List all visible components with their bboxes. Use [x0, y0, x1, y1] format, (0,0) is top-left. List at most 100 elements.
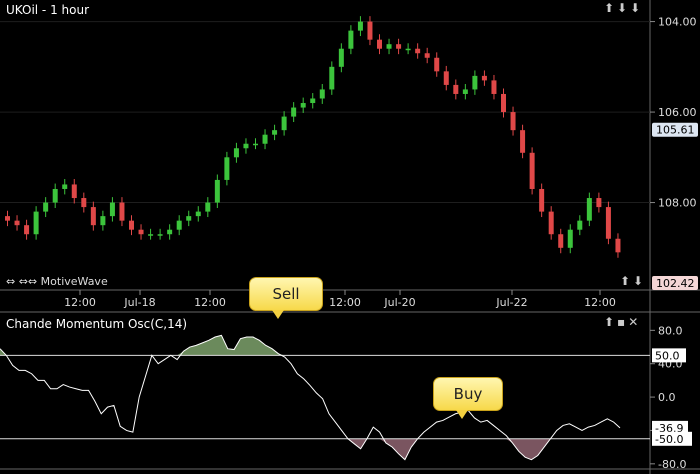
candle-body [81, 198, 87, 208]
candle-body [586, 198, 592, 221]
indicator-title: Chande Momentum Osc(C,14) [6, 317, 188, 331]
candle-body [386, 44, 392, 49]
low-price-tag [652, 276, 698, 290]
candle-body [596, 198, 602, 208]
candle-body [148, 234, 154, 236]
candle-body [405, 48, 411, 51]
candle-body [224, 157, 230, 180]
candle-body [472, 75, 478, 90]
candlesticks [5, 16, 621, 258]
price-tick-label: 104.00 [658, 16, 697, 29]
candle-body [71, 184, 77, 199]
candle-body [529, 152, 535, 189]
candle-body [43, 202, 49, 212]
low-price-label: 102.42 [656, 277, 695, 290]
nav-arrows-icon[interactable]: ⇔ ⇔⇔ [6, 275, 41, 288]
candle-body [567, 229, 573, 248]
time-tick-label: Jul-18 [123, 296, 155, 309]
candle-body [157, 234, 163, 236]
overbought-fill [0, 335, 620, 356]
osc-tick-label: -80.0 [658, 458, 686, 471]
candle-body [62, 184, 68, 189]
time-tick-label: Jul-22 [495, 296, 527, 309]
candle-body [24, 225, 30, 235]
candle-body [14, 220, 20, 226]
time-tick-label: 12:00 [329, 296, 361, 309]
candle-body [615, 238, 621, 253]
main-panel-arrows[interactable]: ⬆⬇⬇ [604, 1, 644, 15]
time-tick-label: 12:00 [584, 296, 616, 309]
candle-body [119, 202, 125, 221]
osc-tick-label: 0.0 [658, 391, 676, 404]
candle-body [338, 48, 344, 67]
upper-level-tag [652, 348, 686, 363]
candle-body [129, 220, 134, 230]
time-tick-label: Jul-20 [383, 296, 415, 309]
candle-body [109, 202, 115, 217]
candle-body [424, 53, 430, 58]
candle-body [577, 220, 583, 230]
oscillator-line [0, 334, 621, 461]
candle-body [195, 211, 201, 217]
current-price-label: 105.61 [656, 124, 695, 137]
candle-body [319, 89, 325, 99]
candle-body [100, 216, 106, 226]
oversold-fill [0, 438, 620, 460]
candle-body [329, 66, 335, 90]
current-price-tag [652, 122, 698, 137]
candle-body [205, 202, 211, 212]
oscillator [0, 334, 650, 461]
candle-body [443, 71, 449, 85]
candle-body [310, 98, 316, 104]
candle-body [5, 216, 10, 221]
candle-body [300, 103, 306, 108]
indicator-panel-controls[interactable]: ⬆▪✕ [604, 315, 642, 329]
brand-text: MotiveWave [40, 275, 108, 288]
brand-label: ⇔ ⇔⇔ MotiveWave [6, 275, 108, 288]
main-title: UKOil - 1 hour [6, 3, 90, 17]
time-tick-label: 12:00 [194, 296, 226, 309]
lower-level-tag [652, 431, 692, 446]
price-tick-label: 106.00 [658, 106, 697, 119]
candle-body [462, 89, 468, 94]
osc-tick-label: 80.0 [658, 324, 683, 337]
candle-body [453, 84, 459, 94]
candle-body [291, 107, 297, 117]
current-value-label: -36.9 [655, 422, 683, 435]
candle-body [520, 130, 526, 153]
candle-body [253, 143, 258, 146]
candle-body [348, 30, 354, 49]
current-value-tag [652, 420, 688, 435]
candle-body [186, 216, 192, 221]
candle-body [396, 44, 402, 49]
candle-body [434, 57, 440, 72]
candle-body [491, 80, 497, 94]
candle-body [501, 93, 506, 113]
time-tick-label: 12:00 [64, 296, 96, 309]
candle-body [548, 211, 554, 235]
candle-body [558, 234, 564, 248]
candle-body [357, 21, 363, 31]
candle-body [377, 39, 382, 49]
sell-annotation: Sell [249, 277, 323, 319]
candle-body [33, 211, 39, 235]
candle-body [272, 130, 278, 135]
candle-body [367, 21, 373, 40]
main-panel-bottom-arrows[interactable]: ⬆⬇ [620, 274, 647, 288]
buy-annotation: Buy [433, 377, 503, 419]
candle-body [176, 220, 182, 230]
lower-level-label: -50.0 [655, 433, 683, 446]
candle-body [243, 143, 249, 149]
candle-body [233, 148, 239, 158]
candle-body [214, 179, 220, 203]
candle-body [52, 188, 58, 203]
candle-body [605, 207, 611, 239]
price-tick-label: 108.00 [658, 197, 697, 210]
candle-body [539, 188, 545, 212]
candle-body [138, 229, 144, 235]
candle-body [281, 116, 287, 131]
candle-body [415, 48, 421, 54]
candle-body [167, 229, 173, 235]
